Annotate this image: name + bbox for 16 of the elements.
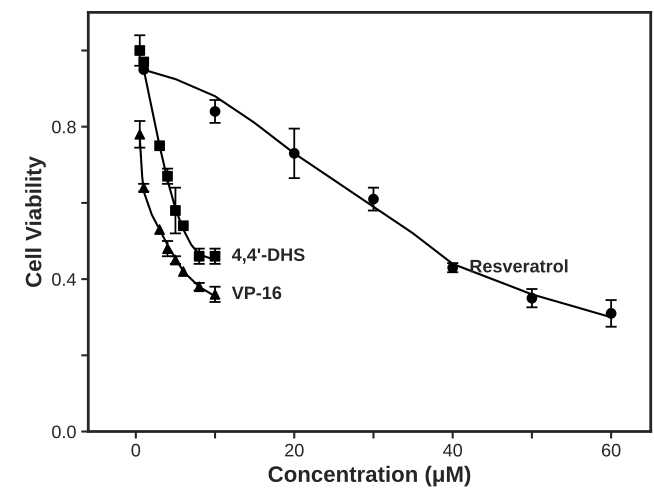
y-tick-label: 0.4	[52, 273, 76, 286]
point	[178, 266, 189, 277]
x-tick-label: 0	[132, 444, 140, 457]
x-tick-label: 40	[443, 444, 462, 457]
y-tick-label: 0.8	[52, 120, 76, 134]
point	[154, 140, 165, 152]
series-label: Resveratrol	[470, 259, 568, 273]
x-tick-label: 20	[285, 444, 304, 457]
y-tick-label: 0.0	[52, 425, 76, 438]
series-label: VP-16	[232, 286, 282, 300]
x-axis-title: Concentration (μM)	[268, 466, 470, 486]
x-tick-label: 60	[602, 444, 620, 457]
y-axis-title: Cell Viability	[25, 156, 46, 287]
point	[154, 224, 165, 235]
point	[178, 220, 189, 232]
series-label: 4,4'-DHS	[232, 248, 305, 264]
